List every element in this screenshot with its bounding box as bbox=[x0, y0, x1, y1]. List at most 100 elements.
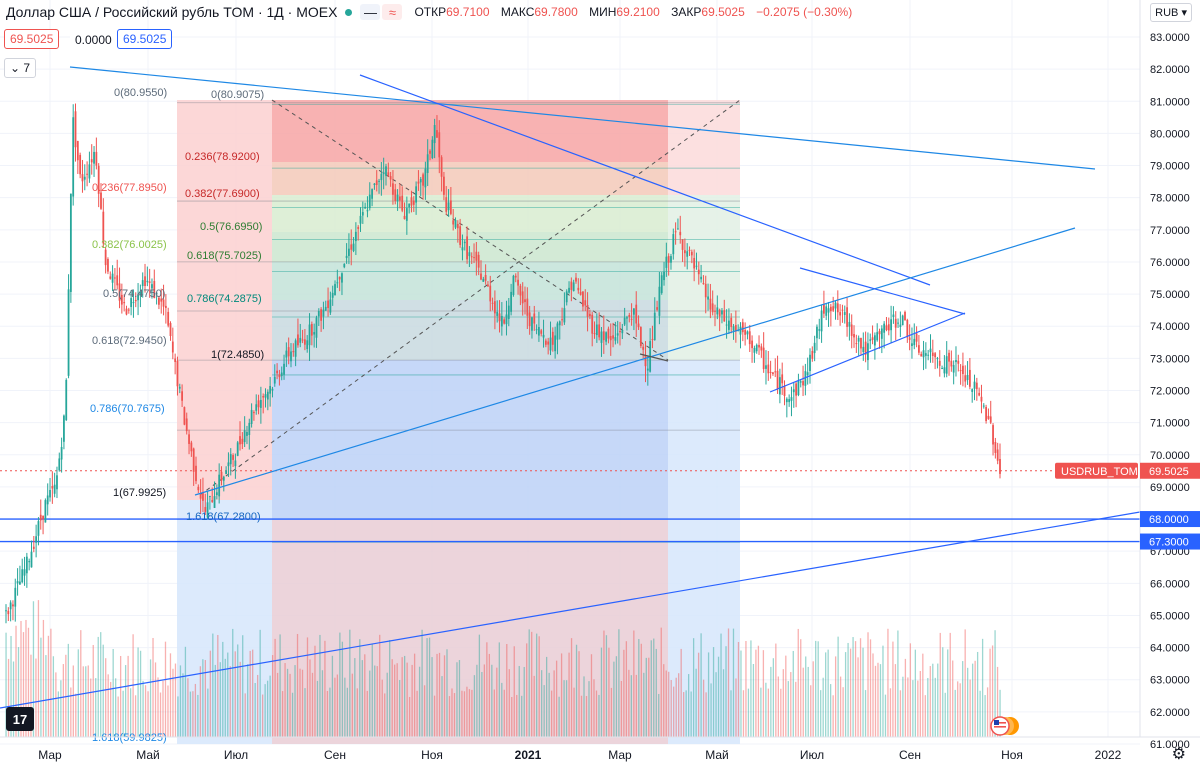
volume-bar bbox=[294, 665, 296, 737]
candle-body bbox=[707, 296, 709, 300]
candle-body bbox=[934, 353, 937, 358]
candle-body bbox=[359, 215, 362, 224]
volume-bar bbox=[324, 640, 326, 737]
candle-body bbox=[857, 337, 860, 342]
volume-bar bbox=[618, 629, 620, 737]
volume-bar bbox=[526, 643, 528, 737]
volume-bar bbox=[705, 692, 707, 737]
candle-body bbox=[987, 415, 990, 419]
volume-bar bbox=[167, 685, 169, 737]
candle-body bbox=[222, 476, 225, 481]
candle-body bbox=[860, 337, 862, 349]
candle-body bbox=[612, 335, 614, 339]
tradingview-logo[interactable]: 17 bbox=[6, 707, 34, 731]
volume-bar bbox=[976, 651, 979, 737]
candle-body bbox=[178, 386, 181, 389]
chevron-down-icon: ⌄ bbox=[10, 61, 24, 75]
fibonacci-zones bbox=[177, 100, 740, 744]
candle-body bbox=[672, 234, 675, 255]
volume-bar bbox=[625, 641, 628, 737]
candle-body bbox=[487, 284, 489, 287]
candle-body bbox=[911, 343, 913, 347]
trend-line bbox=[769, 312, 966, 393]
volume-bar bbox=[700, 633, 702, 737]
candle-body bbox=[440, 157, 443, 177]
candle-body bbox=[498, 313, 501, 322]
volume-bar bbox=[438, 652, 441, 737]
volume-bar bbox=[144, 685, 147, 737]
time-axis[interactable]: Мар Май Июл Сен Ноя 2021 Мар Май Июл Сен Ноя 2022 bbox=[0, 736, 1200, 762]
volume-bar bbox=[712, 647, 715, 737]
time-tick-label: Май bbox=[705, 748, 729, 762]
time-tick-label: Мар bbox=[608, 748, 632, 762]
price-axis[interactable]: 61.0000 62.0000 63.0000 64.0000 65.0000 66.00… bbox=[1055, 0, 1200, 751]
volume-bar bbox=[456, 662, 458, 737]
volume-bar bbox=[222, 641, 224, 737]
candle-body bbox=[480, 273, 482, 280]
candle-body bbox=[336, 282, 339, 284]
fib-label-right: 0.5(76.6950) bbox=[200, 221, 262, 233]
volume-bar bbox=[30, 654, 32, 737]
ohlc-readout: ОТКР69.7100 МАКС69.7800 МИН69.2100 ЗАКР6… bbox=[414, 5, 860, 19]
candle-body bbox=[493, 301, 496, 314]
volume-bar bbox=[37, 600, 40, 737]
volume-bar bbox=[491, 664, 493, 737]
candle-body bbox=[262, 396, 265, 398]
volume-bar bbox=[289, 673, 291, 737]
volume-bar bbox=[610, 687, 613, 737]
sell-price-button[interactable]: 69.5025 bbox=[4, 29, 60, 49]
candle-body bbox=[971, 389, 974, 392]
volume-bar bbox=[842, 687, 844, 737]
volume-bar bbox=[376, 666, 378, 737]
volume-bar bbox=[433, 695, 436, 737]
volume-bar bbox=[692, 638, 695, 737]
buy-price-button[interactable]: 69.5025 bbox=[117, 29, 173, 49]
candle-body bbox=[820, 310, 823, 332]
fibonacci-labels: 0(80.9550) 0.236(77.8950) 0.382(76.0025) 0.… bbox=[90, 87, 264, 744]
candle-body bbox=[93, 151, 95, 164]
volume-bar bbox=[119, 655, 122, 737]
candle-body bbox=[920, 353, 923, 357]
candle-body bbox=[554, 335, 557, 352]
volume-bar bbox=[615, 656, 618, 737]
candle-body bbox=[276, 370, 278, 374]
volume-bar bbox=[428, 637, 431, 737]
candle-body bbox=[30, 551, 33, 568]
wave-icon[interactable]: ≈ bbox=[382, 4, 403, 20]
candle-body bbox=[989, 416, 992, 423]
volume-bar bbox=[665, 670, 667, 737]
volume-bar bbox=[184, 646, 187, 737]
economic-events-icon[interactable] bbox=[990, 716, 1020, 736]
price-tick-label: 70.0000 bbox=[1150, 450, 1190, 462]
volume-bar bbox=[311, 672, 314, 737]
gear-icon[interactable]: ⚙ bbox=[1171, 746, 1186, 763]
currency-selector[interactable]: RUB ▾ bbox=[1150, 3, 1192, 22]
indicators-toggle[interactable]: ⌄ 7 bbox=[4, 58, 37, 78]
volume-bar bbox=[209, 650, 211, 737]
volume-bar bbox=[339, 632, 341, 737]
time-tick-label: Сен bbox=[324, 748, 346, 762]
fib-label-right: 0.618(75.7025) bbox=[187, 250, 262, 262]
symbol-title[interactable]: Доллар США / Российский рубль TOM · 1Д ·… bbox=[6, 4, 338, 20]
candle-body bbox=[120, 294, 123, 305]
candle-body bbox=[586, 304, 589, 317]
volume-bar bbox=[239, 661, 241, 737]
volume-bar bbox=[172, 668, 174, 737]
candle-body bbox=[890, 319, 893, 331]
candle-body bbox=[489, 285, 492, 302]
candle-body bbox=[195, 465, 197, 482]
volume-bar bbox=[182, 673, 184, 737]
volume-bar bbox=[436, 653, 438, 737]
candle-body bbox=[389, 176, 392, 180]
eye-off-icon[interactable]: — bbox=[360, 4, 381, 20]
volume-bar bbox=[212, 633, 214, 737]
volume-bar bbox=[927, 677, 929, 737]
volume-bar bbox=[620, 680, 623, 737]
candle-body bbox=[774, 371, 777, 373]
candle-body bbox=[913, 338, 916, 346]
fib-label-right: 1(72.4850) bbox=[211, 349, 264, 361]
volume-bar bbox=[757, 645, 760, 737]
volume-bar bbox=[75, 693, 77, 737]
candle-body bbox=[959, 370, 962, 372]
